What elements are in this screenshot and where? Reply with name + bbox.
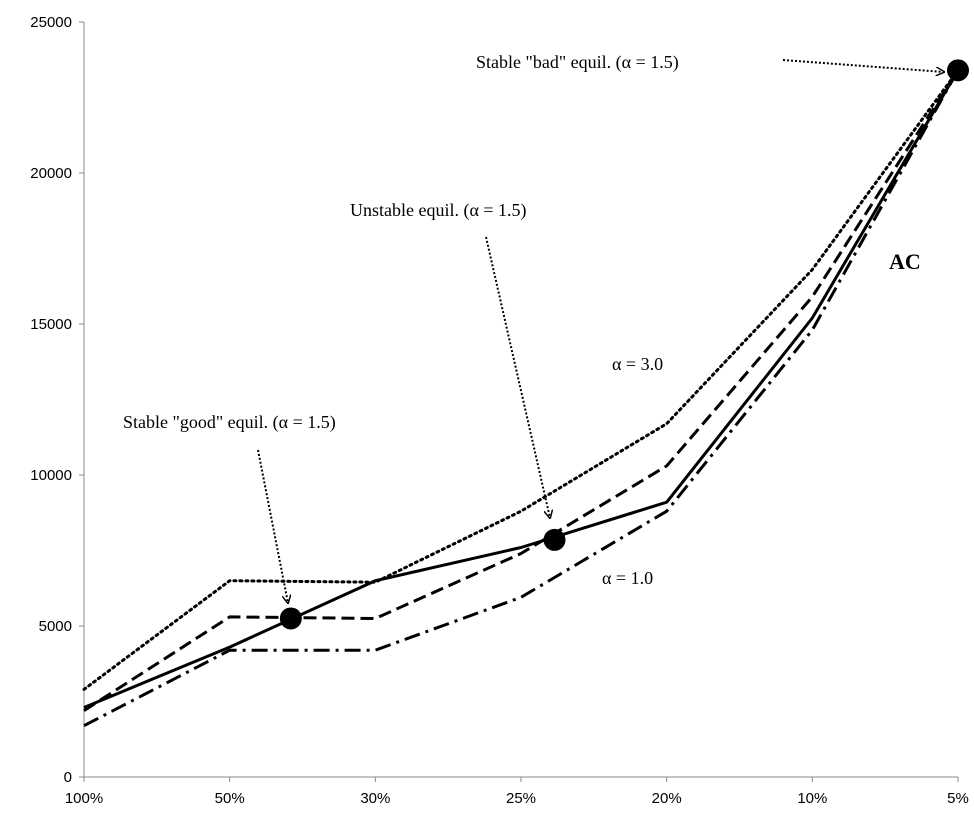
x-tick-label: 25%	[506, 790, 536, 807]
bad-equil-label: Stable "bad" equil. (α = 1.5)	[476, 52, 679, 73]
good-equil-label: Stable "good" equil. (α = 1.5)	[123, 412, 336, 433]
x-tick-label: 5%	[947, 790, 969, 807]
series-line-dash-dot	[83, 69, 960, 728]
alpha-high-label: α = 3.0	[612, 354, 663, 374]
unstable-equil-label: Unstable equil. (α = 1.5)	[350, 200, 527, 221]
marker-layer	[279, 59, 969, 630]
y-tick-label: 20000	[30, 165, 72, 182]
equilibrium-point	[279, 607, 302, 630]
equilibrium-point	[947, 59, 969, 82]
x-tick-label: 50%	[215, 790, 245, 807]
y-tick-label: 0	[64, 769, 72, 786]
good-equil-arrow	[257, 449, 288, 603]
unstable-equil-arrow	[485, 236, 550, 518]
x-tick-label: 30%	[360, 790, 390, 807]
bad-equil-arrow	[782, 59, 944, 72]
series-line-dashed	[83, 69, 960, 712]
equilibrium-point	[543, 528, 566, 551]
x-tick-label: 20%	[652, 790, 682, 807]
axes: 0 5000 10000 15000 20000 25000 100% 50% 30% 25% 20…	[30, 14, 969, 807]
curve-name-label: AC	[889, 249, 921, 274]
series-layer	[82, 68, 960, 728]
x-tick-label: 10%	[797, 790, 827, 807]
series-line-solid	[83, 69, 960, 709]
x-tick-label: 100%	[65, 790, 103, 807]
y-tick-label: 5000	[39, 618, 72, 635]
series-line-dotted	[82, 68, 960, 691]
y-tick-label: 10000	[30, 467, 72, 484]
y-tick-label: 15000	[30, 316, 72, 333]
annotations: Stable "bad" equil. (α = 1.5) Unstable e…	[123, 52, 944, 603]
alpha-low-label: α = 1.0	[602, 568, 653, 588]
y-tick-label: 25000	[30, 14, 72, 31]
